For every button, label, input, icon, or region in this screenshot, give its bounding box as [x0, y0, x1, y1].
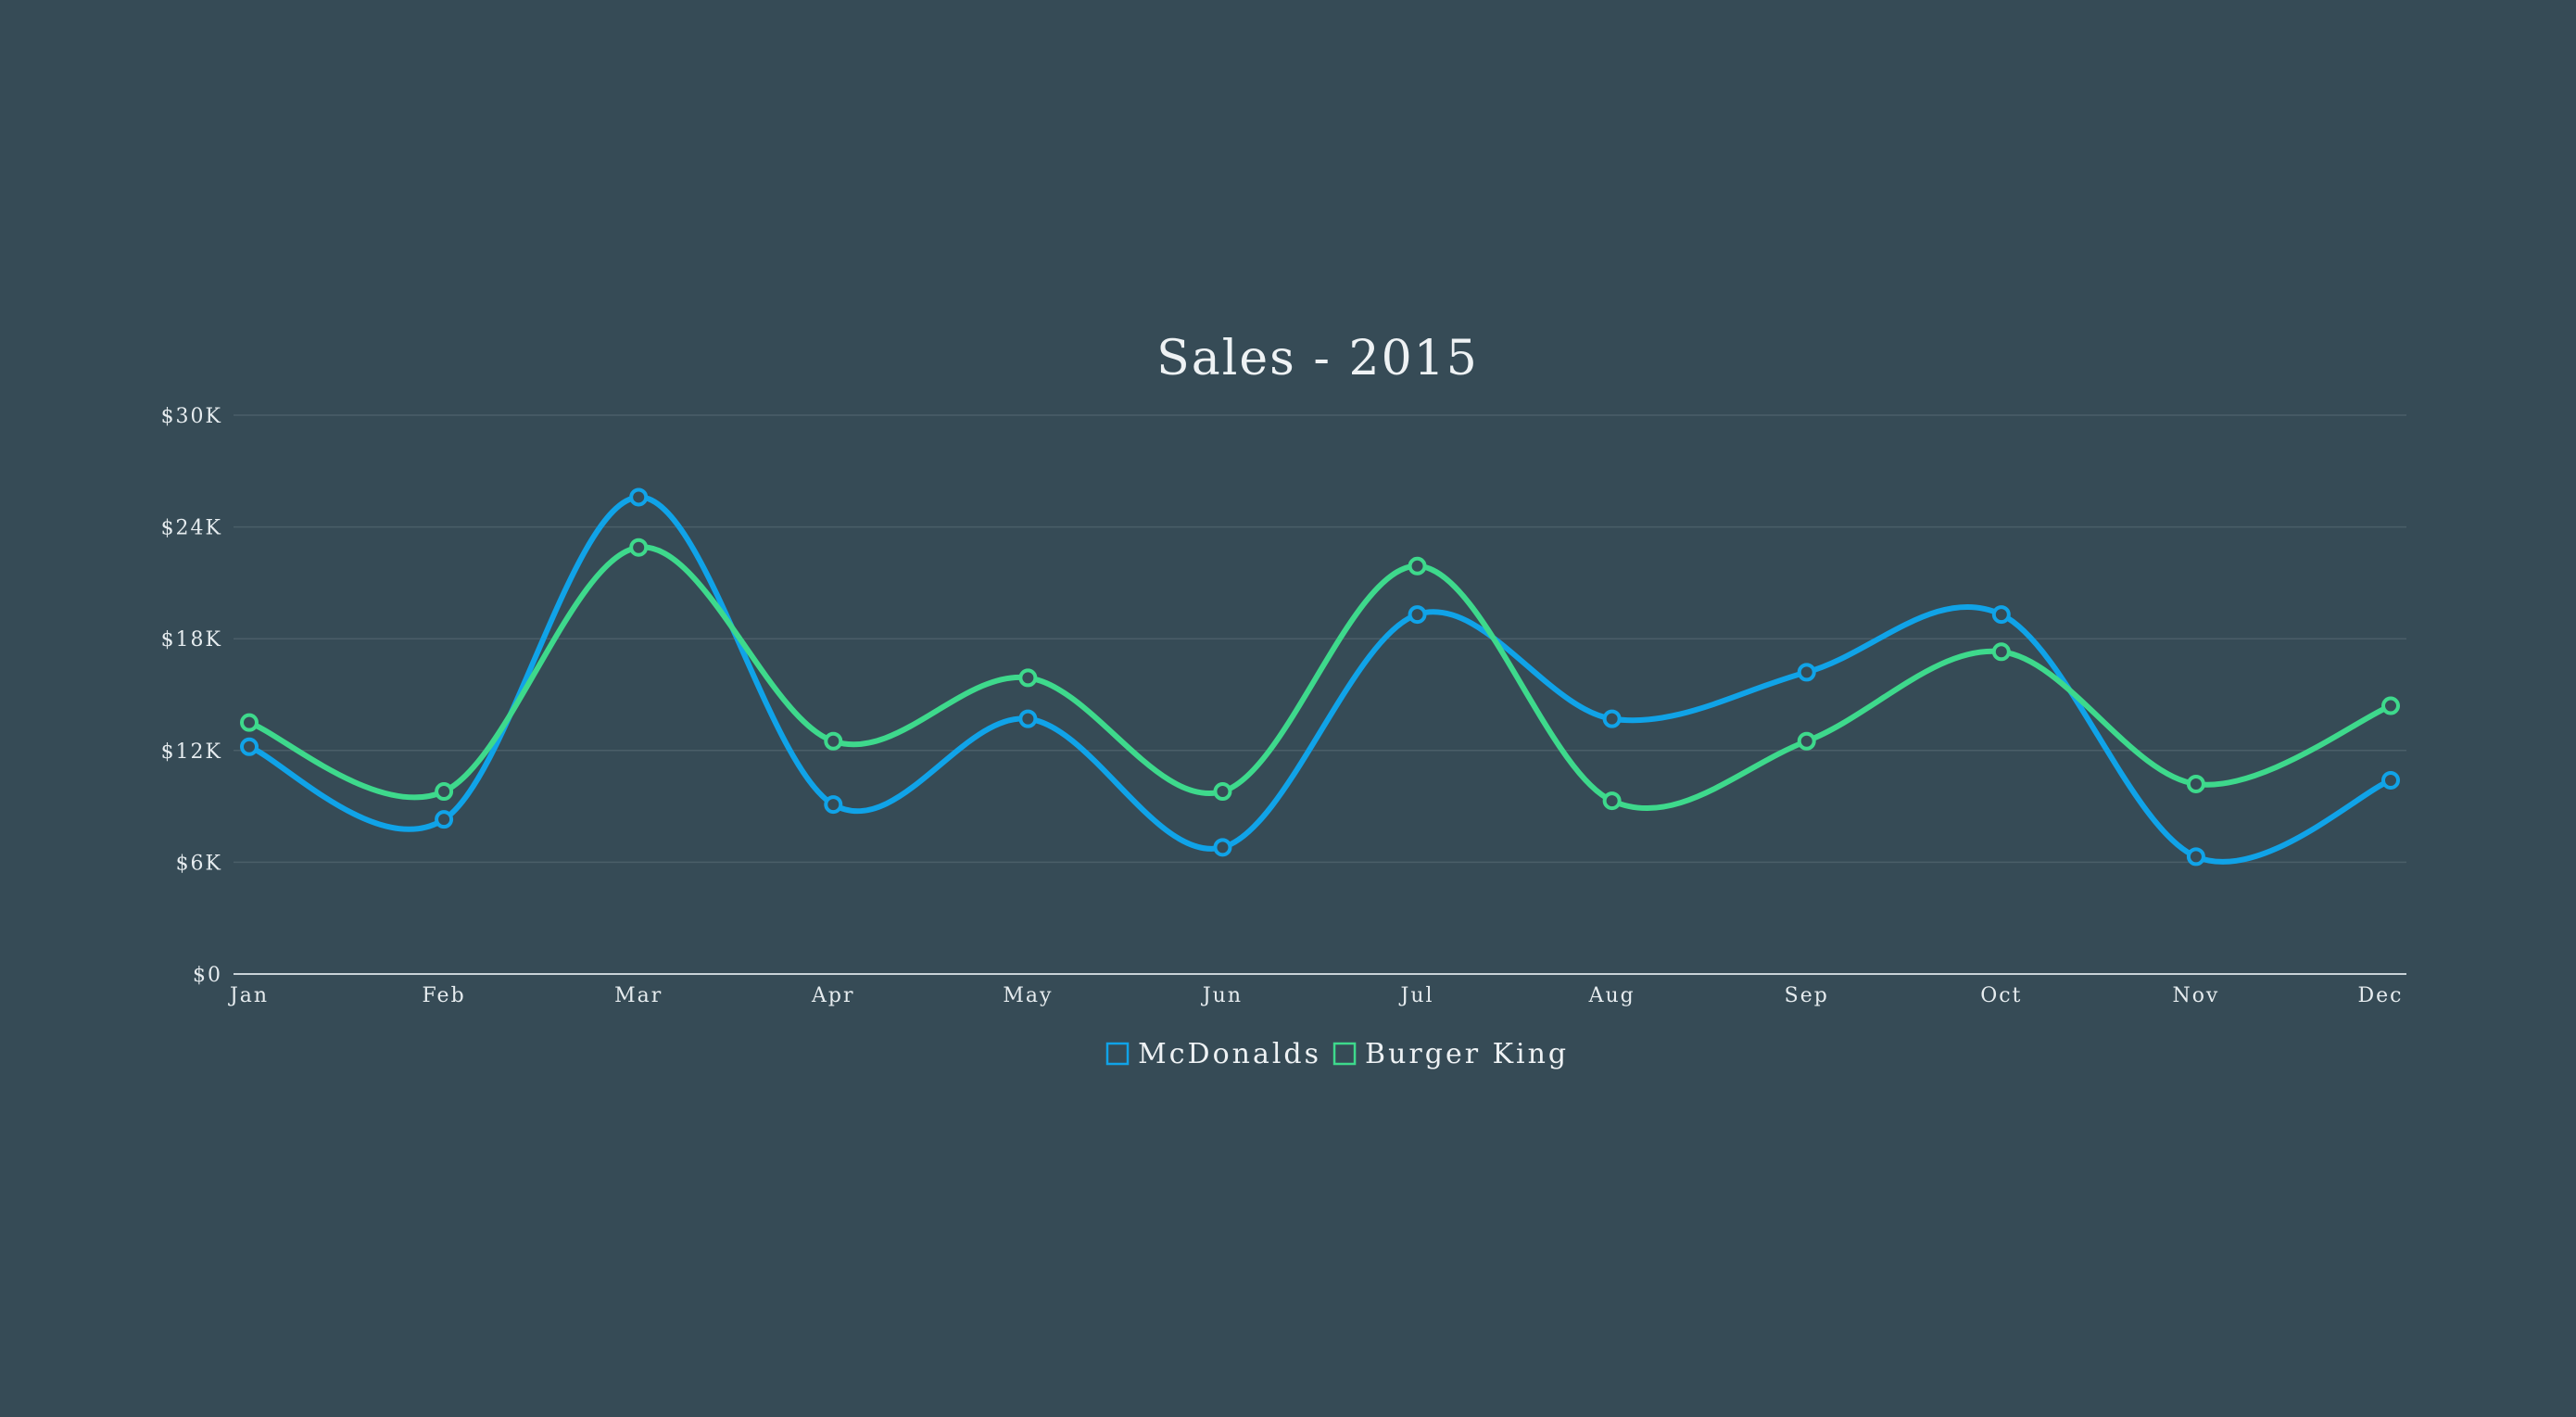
y-tick-label: $0	[193, 964, 222, 987]
data-point-mcdonalds	[1797, 663, 1816, 682]
data-point-burger-king	[435, 782, 454, 802]
data-point-burger-king	[1213, 782, 1232, 802]
data-point-burger-king	[240, 713, 259, 732]
y-tick-label: $12K	[161, 740, 222, 764]
grid-lines	[234, 414, 2406, 864]
data-point-burger-king	[1602, 791, 1622, 811]
data-point-burger-king	[1991, 642, 2011, 662]
x-tick-label: Oct	[1980, 984, 2022, 1007]
data-point-burger-king	[1018, 668, 1038, 688]
data-point-mcdonalds	[240, 737, 259, 756]
x-tick-label: Jul	[1399, 984, 1434, 1007]
legend-swatch-burger-king	[1332, 1042, 1357, 1066]
x-tick-label: Mar	[614, 984, 663, 1007]
chart-title: Sales - 2015	[1156, 331, 1479, 386]
y-tick-label: $24K	[161, 517, 222, 540]
axes: $0 $6K $12K $18K $24K $30K Jan Feb Mar Apr May Jun J…	[161, 405, 2406, 1007]
x-tick-label: Aug	[1588, 984, 1635, 1007]
data-point-mcdonalds	[2186, 847, 2205, 867]
data-point-burger-king	[1797, 731, 1816, 751]
series-line-burger-king	[246, 544, 2393, 812]
x-tick-label: Feb	[423, 984, 466, 1007]
legend-label-burger-king: Burger King	[1365, 1038, 1569, 1070]
data-point-burger-king	[629, 538, 649, 557]
data-point-mcdonalds	[1213, 838, 1232, 857]
legend-label-mcdonalds: McDonalds	[1138, 1038, 1321, 1070]
data-point-mcdonalds	[1991, 605, 2011, 625]
data-points	[240, 487, 2400, 867]
data-point-mcdonalds	[629, 487, 649, 507]
data-point-mcdonalds	[1602, 709, 1622, 728]
series-lines	[246, 494, 2393, 865]
x-tick-label: Jun	[1201, 984, 1243, 1007]
x-tick-label: Sep	[1785, 984, 1829, 1007]
x-tick-label: Dec	[2358, 984, 2404, 1007]
x-tick-label: May	[1003, 984, 1053, 1007]
y-tick-label: $30K	[161, 405, 222, 428]
legend-swatch-mcdonalds	[1105, 1042, 1130, 1066]
data-point-burger-king	[2186, 774, 2205, 793]
x-tick-label: Nov	[2172, 984, 2219, 1007]
y-tick-label: $6K	[176, 852, 222, 875]
data-point-burger-king	[1408, 556, 1427, 576]
data-point-mcdonalds	[435, 810, 454, 829]
data-point-burger-king	[824, 731, 843, 751]
y-tick-label: $18K	[161, 628, 222, 652]
data-point-mcdonalds	[2381, 770, 2400, 790]
series-line-mcdonalds	[246, 494, 2393, 865]
data-point-mcdonalds	[1018, 709, 1038, 728]
data-point-mcdonalds	[824, 795, 843, 815]
data-point-burger-king	[2381, 696, 2400, 715]
x-tick-label: Jan	[228, 984, 269, 1007]
data-point-mcdonalds	[1408, 605, 1427, 625]
x-tick-label: Apr	[811, 984, 855, 1007]
legend: McDonalds Burger King	[1105, 1038, 1569, 1070]
